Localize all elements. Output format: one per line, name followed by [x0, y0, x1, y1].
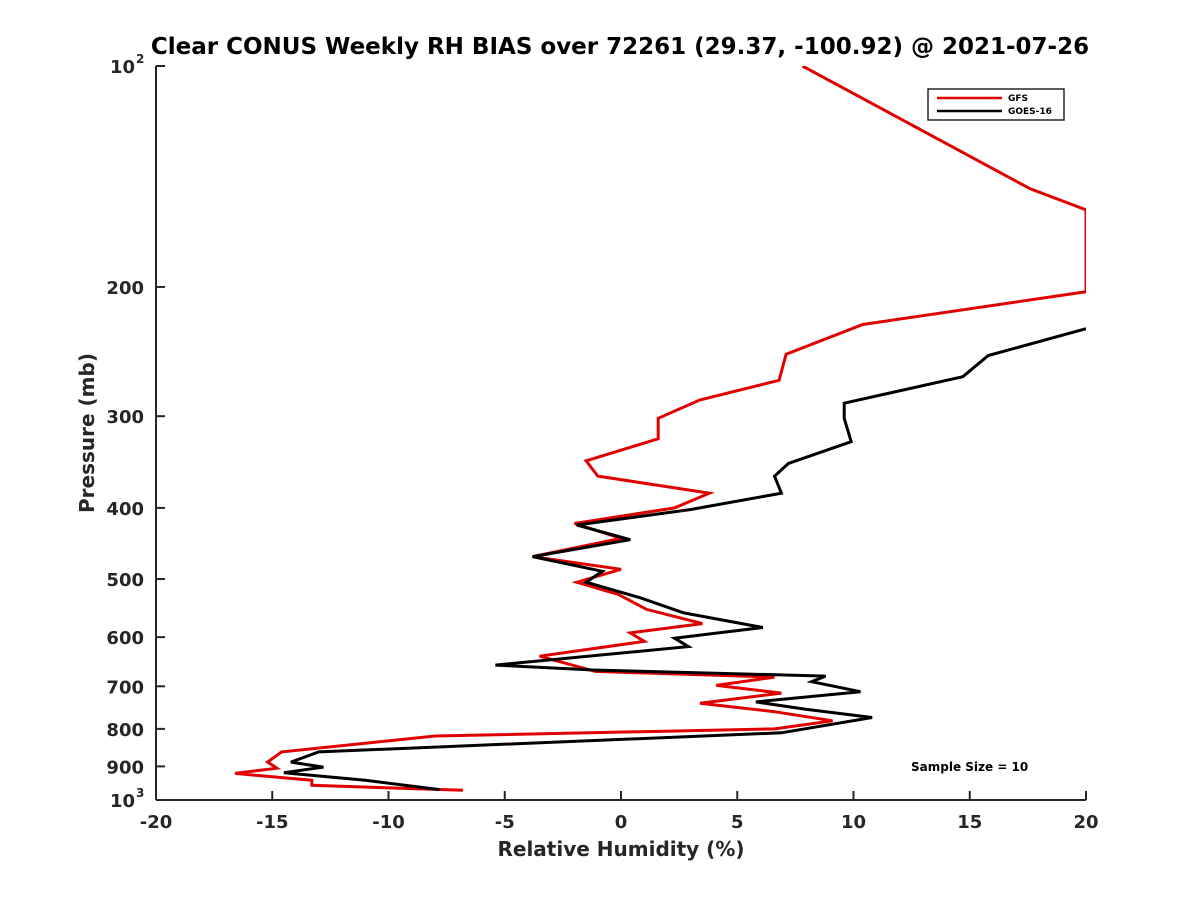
x-tick-label: 5 — [731, 812, 744, 833]
x-tick-label: -15 — [256, 812, 289, 833]
legend-box — [927, 88, 1065, 121]
y-tick-label: 800 — [106, 720, 144, 741]
x-tick-label: 10 — [841, 812, 866, 833]
y-tick-label: 700 — [106, 677, 144, 698]
y-tick-label: 500 — [106, 570, 144, 591]
y-tick-exponent: 2 — [136, 52, 144, 66]
chart-title: Clear CONUS Weekly RH BIAS over 72261 (2… — [151, 34, 1089, 60]
series-line-gfs — [234, 66, 1086, 792]
y-tick-label: 10 — [110, 57, 135, 78]
sample-size-annotation: Sample Size = 10 — [911, 760, 1028, 774]
y-tick-label: 200 — [106, 278, 144, 299]
y-tick-exponent: 3 — [136, 786, 144, 800]
x-tick-label: -20 — [140, 812, 173, 833]
y-tick-label: 400 — [106, 499, 144, 520]
legend: GFS GOES-16 — [927, 88, 1065, 121]
y-tick-label: 900 — [106, 757, 144, 778]
y-tick-label: 10 — [110, 791, 135, 812]
y-tick-label: 300 — [106, 407, 144, 428]
x-tick-label: -10 — [372, 812, 405, 833]
series-line-goes-16 — [283, 327, 1086, 792]
legend-label: GOES-16 — [1008, 107, 1052, 117]
x-tick-label: 15 — [957, 812, 982, 833]
x-axis-label: Relative Humidity (%) — [497, 837, 744, 861]
x-tick-label: 0 — [615, 812, 628, 833]
legend-label: GFS — [1008, 94, 1028, 104]
y-axis-label: Pressure (mb) — [75, 353, 99, 513]
y-tick-label: 600 — [106, 628, 144, 649]
x-tick-label: -5 — [495, 812, 515, 833]
x-tick-label: 20 — [1073, 812, 1098, 833]
